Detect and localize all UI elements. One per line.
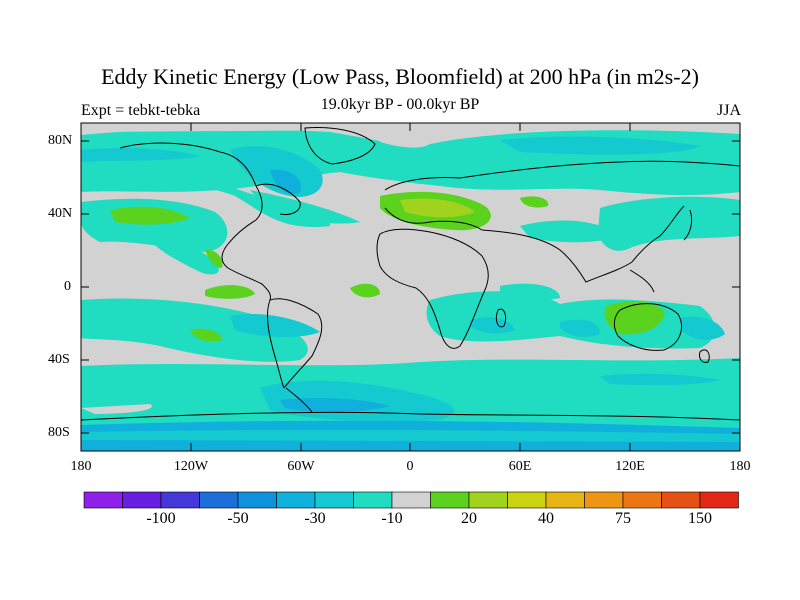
colorbar-swatch	[584, 491, 624, 509]
colorbar-swatch	[545, 491, 585, 509]
colorbar-swatch	[507, 491, 547, 509]
colorbar-swatch	[430, 491, 470, 509]
experiment-label: Expt = tebkt-tebka	[81, 102, 201, 119]
colorbar-label: -50	[227, 510, 249, 527]
colorbar-swatch	[699, 491, 739, 509]
colorbar-label: -30	[304, 510, 326, 527]
colorbar-label: 150	[688, 510, 712, 527]
coastlines	[81, 127, 740, 421]
y-tick-label: 40S	[48, 352, 70, 367]
colorbar-swatch	[160, 491, 200, 509]
x-tick-label: 180	[70, 459, 92, 474]
colorbar-swatch	[661, 491, 701, 509]
season-label: JJA	[716, 102, 741, 119]
x-tick-label: 60W	[287, 459, 315, 474]
colorbar-swatch	[353, 491, 393, 509]
colorbar-label: 20	[461, 510, 477, 527]
colorbar-label: 40	[538, 510, 554, 527]
colorbar-swatch	[199, 491, 239, 509]
y-tick-label: 80N	[48, 133, 73, 148]
x-tick-label: 120W	[173, 459, 209, 474]
map-field	[81, 123, 740, 451]
y-tick-label: 40N	[48, 206, 73, 221]
colorbar-swatch	[314, 491, 354, 509]
y-tick-label: 80S	[48, 425, 70, 440]
x-tick-label: 120E	[615, 459, 645, 474]
x-tick-label: 180	[729, 459, 751, 474]
colorbar-swatch	[468, 491, 508, 509]
colorbar-swatch	[622, 491, 662, 509]
colorbar-swatch	[83, 491, 123, 509]
x-tick-label: 0	[406, 459, 414, 474]
map-title: Eddy Kinetic Energy (Low Pass, Bloomfiel…	[101, 64, 699, 89]
colorbar-swatch	[122, 491, 162, 509]
colorbar	[83, 491, 739, 509]
colorbar-label: -10	[381, 510, 403, 527]
x-tick-label: 60E	[508, 459, 532, 474]
y-tick-label: 0	[64, 279, 71, 294]
period-label: 19.0kyr BP - 00.0kyr BP	[320, 96, 480, 113]
colorbar-swatch	[276, 491, 316, 509]
axis-ticks	[81, 123, 740, 451]
colorbar-swatch	[391, 491, 431, 509]
colorbar-swatch	[237, 491, 277, 509]
colorbar-label: -100	[146, 510, 176, 527]
colorbar-label: 75	[615, 510, 631, 527]
